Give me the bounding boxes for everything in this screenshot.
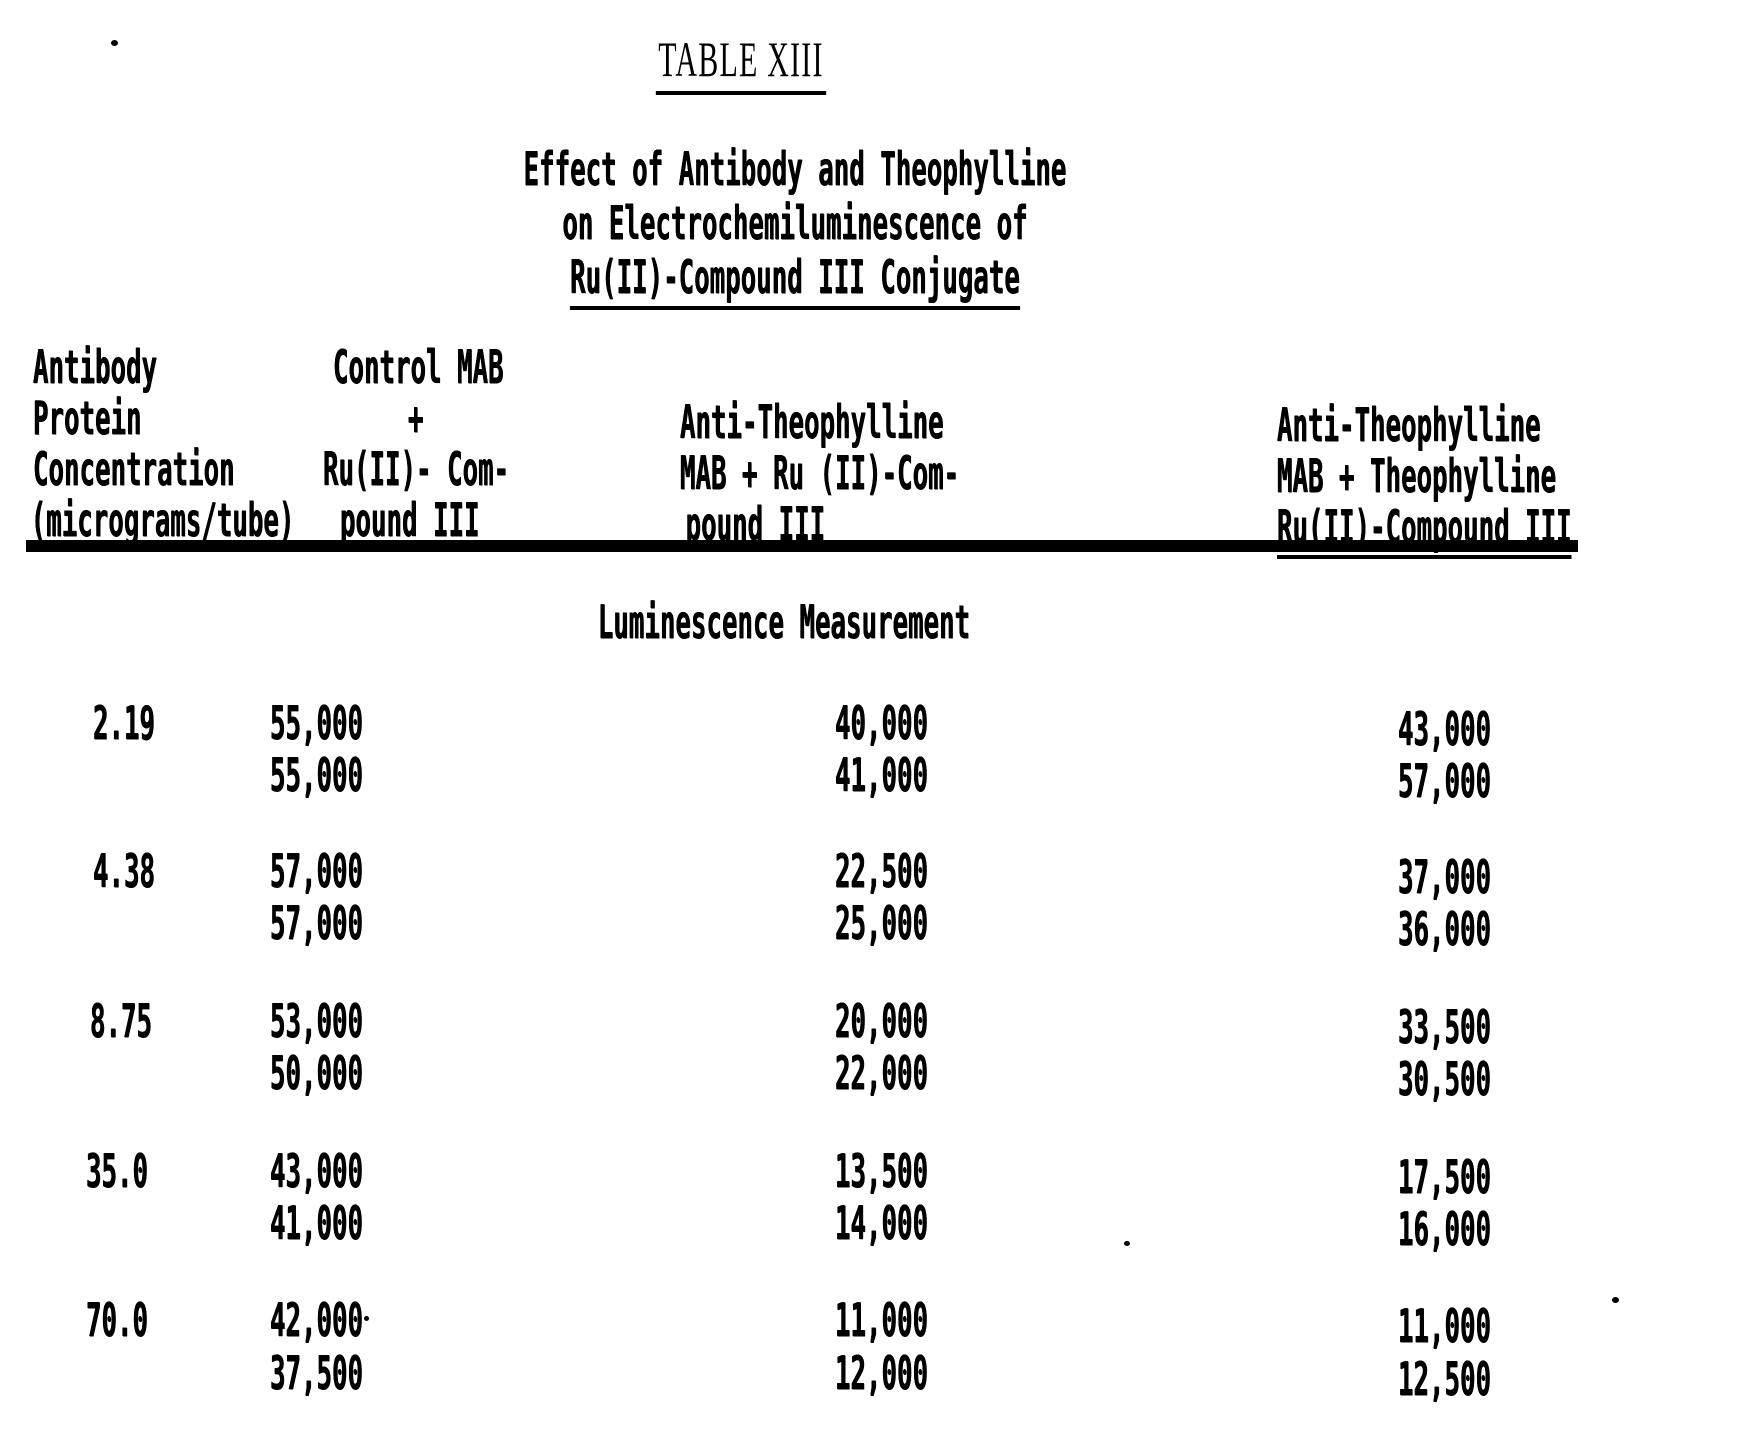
scan-artifact-dot [1124, 1241, 1130, 1246]
table-title: TABLE XIII [296, 30, 1185, 95]
row-1-control-1: 57,000 [270, 896, 364, 950]
row-0-control-1: 55,000 [270, 748, 364, 802]
subtitle-line-1: Effect of Antibody and Theophylline [523, 142, 1067, 196]
row-3-control-0: 43,000 [270, 1144, 364, 1198]
row-2-antimabru-0: 20,000 [835, 994, 929, 1048]
row-1-control-0: 57,000 [270, 844, 364, 898]
scan-artifact-dot [1612, 1297, 1619, 1303]
row-3-antimabru-1: 14,000 [835, 1196, 929, 1250]
row-0-antitheo-0: 43,000 [1398, 702, 1492, 756]
row-0-antimabru-1: 41,000 [835, 748, 929, 802]
row-0-antitheo-1: 57,000 [1398, 754, 1492, 808]
row-2-control-0: 53,000 [270, 994, 364, 1048]
row-1-antitheo-1: 36,000 [1398, 902, 1492, 956]
row-4-concentration: 70.0 [86, 1293, 149, 1347]
row-3-antimabru-0: 13,500 [835, 1144, 929, 1198]
header-col2-line2: + [408, 391, 424, 445]
row-0-concentration: 2.19 [93, 696, 156, 750]
row-3-control-1: 41,000 [270, 1196, 364, 1250]
row-2-control-1: 50,000 [270, 1046, 364, 1100]
header-col1: Antibody Protein Concentration (microgra… [30, 340, 295, 547]
subtitle-line-3: Ru(II)-Compound III Conjugate [350, 250, 1240, 310]
subtitle-line-2: on Electrochemiluminescence of [562, 196, 1028, 250]
row-4-antitheo-0: 11,000 [1398, 1299, 1492, 1353]
row-1-antitheo-0: 37,000 [1398, 850, 1492, 904]
section-label: Luminescence Measurement [597, 595, 971, 649]
row-3-concentration: 35.0 [86, 1144, 149, 1198]
row-2-concentration: 8.75 [90, 994, 153, 1048]
header-col4: Anti-Theophylline MAB + Theophylline Ru(… [1277, 400, 1572, 559]
row-1-concentration: 4.38 [93, 844, 156, 898]
row-1-antimabru-0: 22,500 [835, 844, 929, 898]
header-col2-line3: Ru(II)- Com- [323, 442, 510, 496]
header-col2-line1: Control MAB [333, 340, 504, 394]
header-col3: Anti-Theophylline MAB + Ru (II)-Com- pou… [680, 395, 960, 551]
table-subtitle: Effect of Antibody and Theophylline on E… [350, 142, 1240, 310]
header-rule [26, 540, 1578, 552]
row-0-control-0: 55,000 [270, 696, 364, 750]
scan-artifact-dot [364, 1316, 369, 1321]
row-4-antitheo-1: 12,500 [1398, 1352, 1492, 1406]
row-1-antimabru-1: 25,000 [835, 896, 929, 950]
row-4-control-1: 37,500 [270, 1346, 364, 1400]
header-col2-line4: pound III [340, 493, 480, 547]
table-title-text: TABLE XIII [655, 30, 827, 95]
row-3-antitheo-0: 17,500 [1398, 1150, 1492, 1204]
scan-artifact-dot [111, 40, 118, 46]
row-4-antimabru-0: 11,000 [835, 1293, 929, 1347]
row-2-antitheo-1: 30,500 [1398, 1052, 1492, 1106]
row-2-antimabru-1: 22,000 [835, 1046, 929, 1100]
row-0-antimabru-0: 40,000 [835, 696, 929, 750]
row-4-antimabru-1: 12,000 [835, 1346, 929, 1400]
row-2-antitheo-0: 33,500 [1398, 1000, 1492, 1054]
row-4-control-0: 42,000 [270, 1293, 364, 1347]
row-3-antitheo-1: 16,000 [1398, 1202, 1492, 1256]
